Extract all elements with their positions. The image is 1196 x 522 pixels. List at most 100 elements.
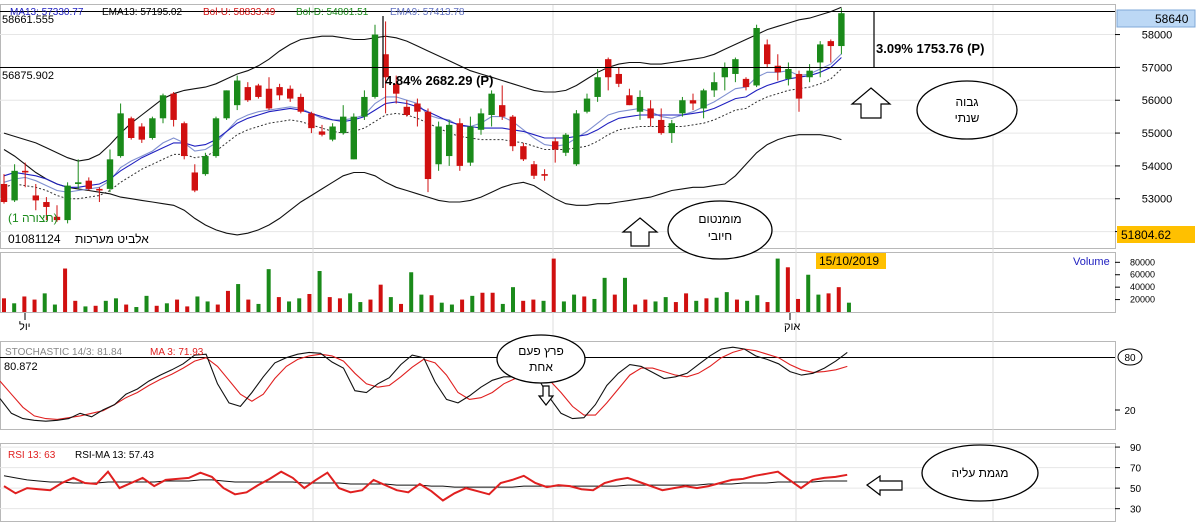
candle-body bbox=[499, 105, 506, 117]
bollinger-lower-line bbox=[3, 134, 842, 236]
date-tag-text: 15/10/2019 bbox=[819, 254, 879, 268]
volume-bar bbox=[582, 296, 587, 312]
volume-bar bbox=[409, 272, 414, 312]
volume-bar bbox=[806, 274, 811, 312]
volume-tick-label: 80000 bbox=[1130, 257, 1155, 267]
candle-body bbox=[32, 195, 39, 201]
volume-bar bbox=[490, 292, 495, 312]
volume-bar bbox=[195, 296, 200, 312]
rsi-tick-label: 50 bbox=[1130, 484, 1142, 495]
level-label-low: 56875.902 bbox=[2, 70, 54, 82]
volume-bar bbox=[643, 299, 648, 312]
volume-bar bbox=[775, 258, 780, 312]
stochastic-lines bbox=[0, 346, 848, 422]
candle-body bbox=[181, 123, 188, 157]
candle-body bbox=[573, 113, 580, 165]
candle-body bbox=[594, 77, 601, 97]
candle-body bbox=[732, 59, 739, 74]
volume-bar bbox=[612, 294, 617, 312]
candle-body bbox=[446, 124, 453, 157]
volume-panel-frame bbox=[0, 252, 1116, 313]
volume-bar bbox=[399, 303, 404, 312]
candle-body bbox=[467, 126, 474, 163]
volume-bar bbox=[724, 292, 729, 312]
candle-body bbox=[43, 202, 50, 207]
date-tag bbox=[816, 253, 886, 269]
x-label-oct: אוק bbox=[784, 321, 800, 333]
volume-bar bbox=[511, 287, 515, 312]
volume-bar bbox=[765, 302, 770, 312]
candle-body bbox=[711, 82, 718, 91]
candle-body bbox=[202, 156, 209, 175]
price-tick-label: 54000 bbox=[1142, 161, 1173, 173]
breakout-line2: אחת bbox=[529, 360, 553, 374]
stoch-ma-label: MA 3: 71.93 bbox=[150, 347, 204, 358]
candle-body bbox=[785, 69, 792, 79]
rsi-axis: 90 70 50 30 bbox=[1115, 443, 1142, 516]
one-time-breakout-annotation: פרץ פעם אחת bbox=[496, 334, 586, 384]
candle-body bbox=[562, 134, 569, 153]
candle-body bbox=[403, 106, 410, 116]
candle-body bbox=[350, 116, 357, 160]
volume-bar bbox=[276, 297, 281, 312]
up-arrow-icon bbox=[850, 87, 892, 119]
price-tick-label: 56000 bbox=[1142, 95, 1173, 107]
candle-body bbox=[287, 88, 294, 99]
candle-body bbox=[22, 170, 29, 173]
volume-bar bbox=[83, 306, 88, 312]
ma13-label: MA13: 57330.77 bbox=[10, 7, 84, 18]
candle-body bbox=[774, 65, 781, 73]
candle-body bbox=[361, 96, 368, 117]
stoch-k-line bbox=[0, 346, 848, 422]
volume-bar bbox=[673, 302, 678, 312]
stoch-cursor-value: 80.872 bbox=[4, 361, 38, 373]
candle-body bbox=[456, 123, 463, 166]
candle-body bbox=[552, 141, 559, 150]
down-arrow-icon bbox=[537, 385, 555, 406]
volume-bar bbox=[185, 306, 190, 312]
candle-body bbox=[488, 93, 495, 116]
volume-bar bbox=[460, 299, 465, 312]
x-label-jul: יול bbox=[19, 320, 31, 333]
volume-bar bbox=[836, 287, 841, 312]
volume-bar bbox=[633, 304, 638, 312]
volume-bar bbox=[500, 303, 505, 312]
rsi-ma-label: RSI-MA 13: 57.43 bbox=[75, 450, 154, 461]
volume-bar bbox=[602, 277, 607, 312]
volume-bar bbox=[52, 304, 57, 312]
candle-body bbox=[679, 100, 686, 114]
volume-bar bbox=[419, 294, 424, 312]
candle-body bbox=[838, 13, 845, 47]
breakout-line1: פרץ פעם bbox=[518, 344, 564, 358]
volume-tick-label: 40000 bbox=[1130, 282, 1155, 292]
volume-bar bbox=[449, 304, 454, 312]
candle-body bbox=[329, 126, 336, 140]
candle-body bbox=[96, 188, 103, 191]
volume-bar bbox=[480, 292, 485, 312]
candle-body bbox=[477, 113, 485, 130]
candle-body bbox=[393, 83, 400, 94]
candle-body bbox=[170, 93, 177, 120]
candle-body bbox=[435, 126, 442, 165]
positive-momentum-annotation: מומנטום חיובי bbox=[667, 200, 773, 260]
volume-bar bbox=[439, 302, 444, 312]
volume-bar bbox=[42, 293, 47, 312]
candle-body bbox=[636, 96, 644, 112]
volume-bar bbox=[12, 303, 17, 312]
stoch-tick-80: 80 bbox=[1124, 353, 1136, 364]
candle-body bbox=[11, 170, 18, 201]
stoch-tick-20: 20 bbox=[1124, 406, 1136, 417]
rsi-title: RSI 13: 63 bbox=[8, 450, 56, 461]
stoch-title: STOCHASTIC 14/3: 81.84 bbox=[5, 347, 123, 358]
candle-body bbox=[753, 27, 760, 86]
bold-label: Bol-D: 54801.51 bbox=[296, 7, 369, 18]
candle-body bbox=[265, 88, 273, 109]
volume-bar bbox=[297, 298, 302, 312]
volume-bar bbox=[358, 302, 363, 312]
candle-body bbox=[827, 41, 834, 47]
candle-body bbox=[626, 95, 633, 106]
price-tick-label: 53000 bbox=[1142, 194, 1173, 206]
candle-body bbox=[64, 185, 71, 221]
volume-bar bbox=[32, 299, 37, 312]
bollinger-bands bbox=[3, 6, 842, 236]
